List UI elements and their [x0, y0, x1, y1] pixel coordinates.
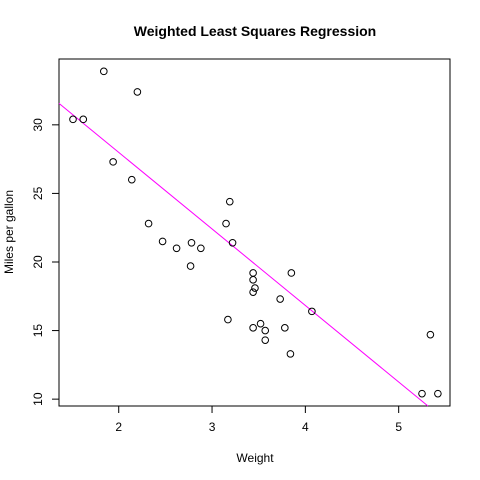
data-point — [188, 239, 195, 246]
data-point — [100, 68, 107, 75]
data-point — [110, 159, 117, 166]
data-point — [288, 270, 295, 277]
data-point — [159, 238, 166, 245]
y-axis: 10 15 20 25 30 — [31, 118, 59, 406]
regression-line-group — [59, 103, 428, 406]
data-point — [173, 245, 180, 252]
x-tick-label: 5 — [395, 420, 402, 434]
data-point — [277, 296, 284, 303]
data-point — [80, 116, 87, 123]
data-point — [134, 89, 141, 96]
data-point — [435, 390, 442, 397]
data-points — [70, 68, 441, 397]
chart-title: Weighted Least Squares Regression — [134, 23, 376, 39]
data-point — [427, 331, 434, 338]
data-point — [262, 337, 269, 344]
data-point — [225, 316, 232, 323]
x-tick-label: 2 — [115, 420, 122, 434]
x-tick-label: 3 — [209, 420, 216, 434]
y-tick-label: 25 — [31, 186, 45, 200]
data-point — [252, 285, 259, 292]
plot-frame — [59, 59, 450, 406]
data-point — [282, 325, 289, 332]
data-point — [250, 277, 257, 284]
data-point — [257, 320, 264, 327]
data-point — [223, 220, 230, 227]
y-tick-label: 30 — [31, 118, 45, 132]
data-point — [262, 327, 269, 334]
data-point — [187, 263, 194, 270]
y-tick-label: 15 — [31, 324, 45, 338]
x-tick-label: 4 — [302, 420, 309, 434]
data-point — [229, 239, 236, 246]
x-axis: 2 3 4 5 — [115, 406, 402, 434]
y-tick-label: 10 — [31, 392, 45, 406]
data-point — [250, 289, 257, 296]
x-axis-label: Weight — [236, 451, 274, 465]
data-point — [226, 198, 233, 205]
data-point — [128, 176, 135, 183]
data-point — [250, 325, 257, 332]
data-point — [70, 116, 77, 123]
data-point — [287, 351, 294, 358]
y-tick-label: 20 — [31, 255, 45, 269]
data-point — [250, 270, 257, 277]
data-point — [419, 390, 426, 397]
regression-line — [59, 103, 428, 406]
y-axis-label: Miles per gallon — [2, 190, 16, 274]
data-point — [198, 245, 205, 252]
data-point — [145, 220, 152, 227]
